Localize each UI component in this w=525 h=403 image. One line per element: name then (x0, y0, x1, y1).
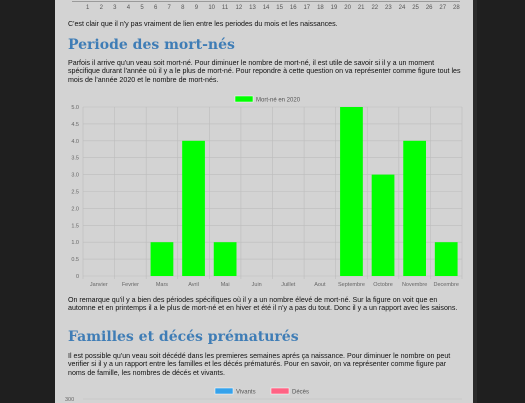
y-tick-label: 300 (65, 397, 74, 403)
previous-chart-x-axis: 1 2 3 4 5 6 7 8 9 10 11 12 13 14 15 16 17 18 19 20 21 22 23 24 2… (55, 0, 473, 14)
y-tick-label: 4.5 (71, 122, 79, 128)
top-axis-tick: 26 (425, 5, 433, 11)
top-axis-tick: 24 (398, 5, 406, 11)
bar-octobre (371, 174, 395, 276)
top-axis-tick: 20 (344, 5, 351, 11)
legend-swatch (234, 95, 254, 103)
x-tick-label: Mars (156, 282, 168, 288)
x-tick-label: Septembre (338, 282, 365, 288)
y-tick-label: 1.5 (71, 223, 79, 229)
top-axis-tick: 17 (303, 5, 311, 11)
bar-decembre (434, 242, 458, 276)
top-axis-tick: 19 (330, 5, 338, 11)
axis-line (72, 0, 460, 2)
x-tick-label: Juin (252, 282, 262, 288)
top-axis-tick: 6 (153, 5, 158, 11)
section-paragraph-familles: Il est possible qu'un veau soit décédé d… (68, 352, 451, 377)
y-tick-label: 4.0 (71, 139, 79, 145)
y-tick-label: 0 (76, 274, 79, 280)
top-axis-tick: 4 (126, 5, 131, 11)
top-axis-tick: 25 (412, 5, 419, 11)
y-tick-label: 2.0 (71, 206, 79, 212)
top-axis-tick: 21 (357, 5, 365, 11)
y-tick-label: 2.5 (71, 190, 79, 196)
section-title-familles: Familles et décés prématurés (68, 329, 299, 345)
x-tick-label: Octobre (373, 282, 393, 288)
y-tick-label: 1.0 (71, 240, 79, 246)
chart-legend: Mort-né en 2020 (234, 95, 301, 104)
y-tick-label: 3.0 (71, 173, 79, 179)
top-axis-tick: 23 (385, 5, 392, 11)
x-tick-label: Janvier (90, 282, 108, 288)
bar-septembre (340, 107, 363, 276)
top-axis-tick: 5 (140, 5, 144, 11)
top-axis-tick: 9 (194, 5, 199, 11)
top-axis-tick: 28 (453, 5, 460, 11)
top-axis-tick: 22 (371, 5, 379, 11)
x-tick-label: Novembre (402, 282, 427, 288)
legend-swatch (214, 387, 234, 395)
x-tick-label: Fevrier (122, 282, 139, 288)
legend-label: Décès (292, 390, 309, 396)
bar-mars (150, 242, 174, 276)
top-axis-tick: 8 (181, 5, 185, 11)
top-axis-tick: 27 (439, 5, 447, 11)
familles-chart: Vivants Décès 300 (65, 387, 462, 403)
legend-swatch (270, 387, 290, 395)
top-axis-tick: 1 (86, 5, 90, 11)
legend-label: Mort-né en 2020 (256, 98, 301, 104)
section-paragraph-mort-nes: Parfois il arrive qu'un veau soit mort-n… (68, 59, 461, 84)
top-axis-tick: 16 (289, 5, 297, 11)
mort-nes-bar-chart: Mort-né en 2020 0 0.5 1.0 1.5 2.0 2.5 3.0 3.5 4.0… (71, 95, 463, 288)
top-axis-tick: 13 (249, 5, 256, 11)
x-tick-label: Decembre (434, 282, 459, 288)
top-axis-tick: 7 (167, 5, 171, 11)
y-tick-label: 0.5 (71, 257, 79, 263)
top-axis-tick: 3 (113, 5, 117, 11)
x-tick-label: Juillet (281, 282, 296, 288)
after-chart-paragraph: On remarque qu'il y a bien des périodes … (68, 296, 458, 313)
legend-label: Vivants (236, 390, 256, 396)
x-tick-label: Aout (314, 282, 326, 288)
page-content: 1 2 3 4 5 6 7 8 9 10 11 12 13 14 15 16 17 18 19 20 21 22 23 24 2… (55, 0, 473, 403)
section-title-mort-nes: Periode des mort-nés (68, 37, 235, 53)
y-tick-label: 3.5 (71, 156, 79, 162)
x-tick-label: Mai (221, 282, 230, 288)
top-axis-tick: 15 (276, 5, 283, 11)
intro-text: C'est clair que il n'y pas vraiment de l… (68, 20, 338, 28)
scrollbar[interactable] (473, 0, 477, 403)
x-tick-label: Avril (188, 282, 199, 288)
bar-mai (213, 242, 237, 276)
bar-avril (182, 140, 205, 276)
top-axis-tick: 11 (221, 5, 229, 11)
top-axis-tick: 2 (99, 5, 103, 11)
y-tick-label: 5.0 (71, 105, 79, 111)
bar-novembre (403, 140, 426, 276)
top-axis-tick: 18 (317, 5, 324, 11)
top-axis-tick: 12 (235, 5, 243, 11)
top-axis-tick: 14 (262, 5, 270, 11)
top-axis-tick: 10 (208, 5, 216, 11)
chart-legend: Vivants Décès (214, 387, 309, 396)
